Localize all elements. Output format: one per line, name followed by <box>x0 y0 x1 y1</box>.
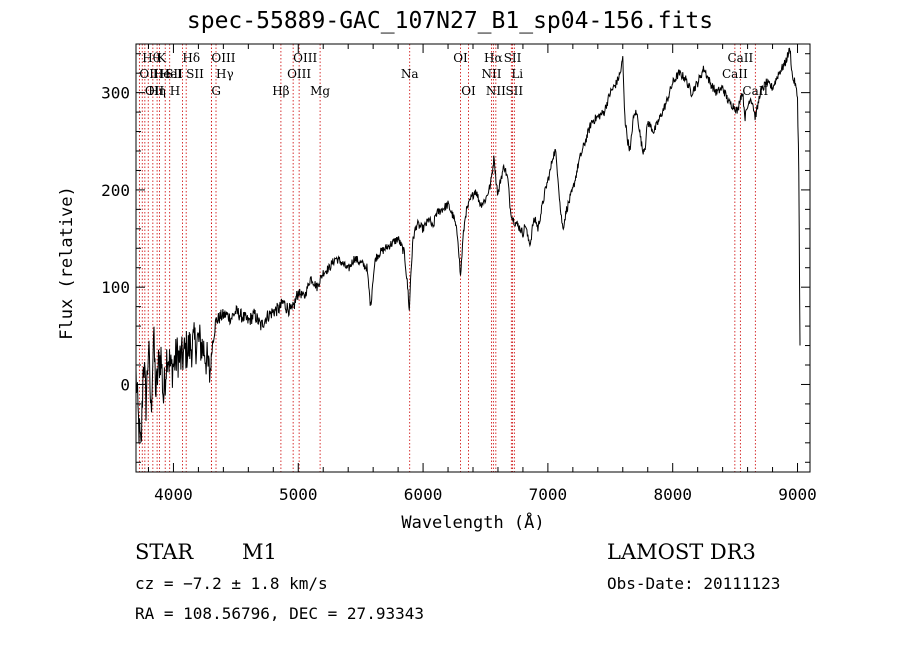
spectral-line-label: SII <box>504 51 522 65</box>
spectral-line-label: H <box>170 84 180 98</box>
spectral-line-label: SII <box>505 84 523 98</box>
x-tick-label: 6000 <box>404 485 443 504</box>
object-class: STAR <box>135 540 194 564</box>
x-tick-label: 9000 <box>778 485 817 504</box>
spectrum-line <box>135 47 801 444</box>
spectral-line-label: G <box>211 84 221 98</box>
spectral-line-label: NII <box>481 67 501 81</box>
x-tick-label: 4000 <box>154 485 193 504</box>
y-tick-label: 0 <box>120 375 130 394</box>
spectral-line-label: SII <box>186 67 204 81</box>
spectral-line-label: OIII <box>293 51 317 65</box>
x-axis-label: Wavelength (Å) <box>401 511 544 533</box>
y-axis-label: Flux (relative) <box>57 186 77 340</box>
plot-frame <box>135 43 811 473</box>
object-subclass: M1 <box>242 540 277 564</box>
spectral-line-label: OII <box>139 67 159 81</box>
spectral-line-label: K <box>157 51 167 65</box>
spectral-line-label: OI <box>453 51 468 65</box>
spectral-line-label: Mg <box>310 84 330 98</box>
spectral-line-label: CaII <box>742 84 768 98</box>
spectral-line-label: Hη <box>148 84 166 98</box>
redshift-velocity: cz = −7.2 ± 1.8 km/s <box>135 574 328 593</box>
spectral-line-label: OI <box>461 84 476 98</box>
x-tick-label: 7000 <box>529 485 568 504</box>
x-tick-label: 8000 <box>653 485 692 504</box>
y-tick-label: 300 <box>101 84 130 103</box>
spectral-line-markers <box>138 44 756 472</box>
observation-date: Obs-Date: 20111123 <box>607 574 781 593</box>
spectral-line-label: CaII <box>722 67 748 81</box>
spectral-line-label: He <box>153 67 171 81</box>
spectral-line-label: Hβ <box>272 84 289 98</box>
spectral-line-labels: OIIHθOIIHηHeKHeISIIHHδSIIOIIIGHγHβOIIIOI… <box>139 51 768 98</box>
spectral-line-label: OIII <box>211 51 235 65</box>
spectral-line-label: HeI <box>160 67 183 81</box>
spectral-line-label: NII <box>486 84 506 98</box>
spectral-line-label: SII <box>165 67 183 81</box>
spectral-line-label: Hδ <box>182 51 200 65</box>
coordinates: RA = 108.56796, DEC = 27.93343 <box>135 604 424 623</box>
spectral-line-label: Li <box>511 67 523 81</box>
x-tick-label: 5000 <box>279 485 318 504</box>
chart-title: spec-55889-GAC_107N27_B1_sp04-156.fits <box>186 8 714 34</box>
spectral-line-label: Na <box>401 67 419 81</box>
axes: 4000 5000 6000 7000 8000 9000 0 100 200 300 Wavele… <box>57 43 817 533</box>
y-tick-label: 100 <box>101 278 130 297</box>
survey-name: LAMOST DR3 <box>607 540 756 564</box>
spectrum-series <box>135 47 801 444</box>
spectral-line-label: Hα <box>484 51 503 65</box>
y-tick-label: 200 <box>101 181 130 200</box>
spectral-line-label: Hθ <box>142 51 160 65</box>
spectral-line-label: CaII <box>727 51 753 65</box>
spectral-line-label: OII <box>145 84 165 98</box>
spectral-line-label: OIII <box>287 67 311 81</box>
spectral-line-label: Hγ <box>216 67 234 81</box>
